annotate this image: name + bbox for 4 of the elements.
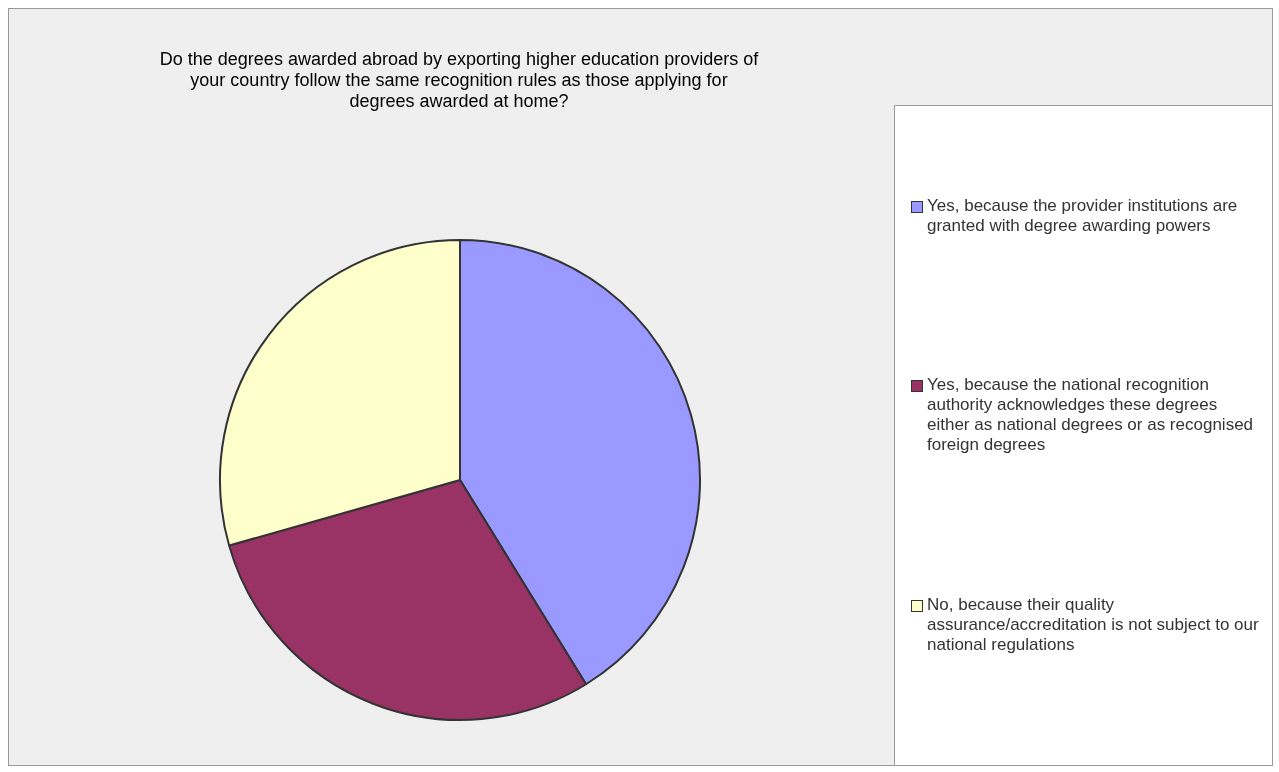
legend-label: No, because their quality assurance/accreditation is not subject to our national regulations xyxy=(927,595,1260,656)
legend-label: Yes, because the provider institutions are granted with degree awarding powers xyxy=(927,195,1239,236)
chart-title: Do the degrees awarded abroad by exporting higher education providers of your country follow the same recognition rules as those applying for degrees awarded at home? xyxy=(159,49,759,112)
legend-label: Yes, because the national recognition authority acknowledges these degrees either as national degrees or as recognised foreign degrees xyxy=(927,375,1255,456)
